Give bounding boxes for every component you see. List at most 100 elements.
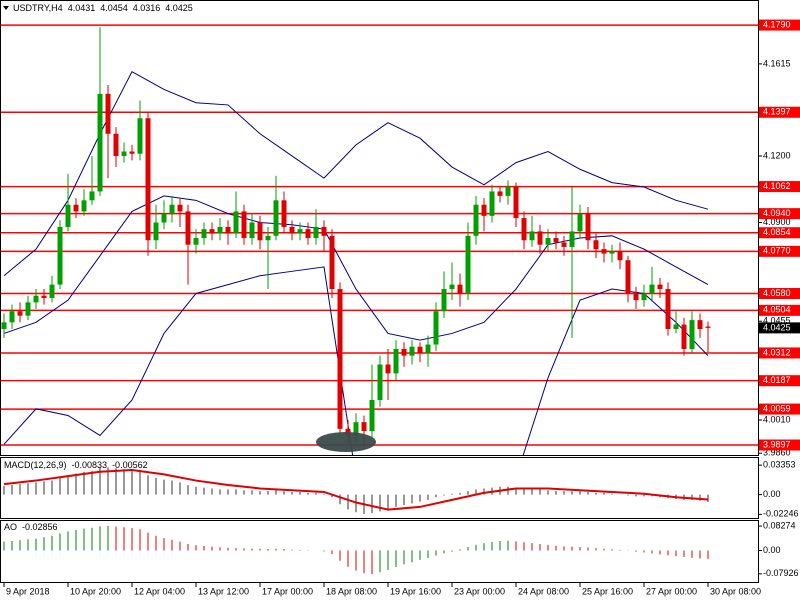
level-label: 4.0770 xyxy=(763,246,791,256)
band-middle xyxy=(3,195,709,341)
y-tick-label: 0.00 xyxy=(763,545,781,555)
level-box xyxy=(759,106,800,118)
candle-body xyxy=(617,251,623,261)
price-panel xyxy=(0,24,758,455)
candle-body xyxy=(601,249,607,254)
macd-frame xyxy=(0,457,759,519)
level-label: 4.0854 xyxy=(763,227,791,237)
candle-body xyxy=(457,284,463,294)
candle-body xyxy=(105,93,111,134)
y-tick-label: 0.03353 xyxy=(763,460,796,470)
candle-body xyxy=(57,226,63,285)
macd-panel xyxy=(3,467,709,514)
level-label: 4.0059 xyxy=(763,403,791,413)
candle-body xyxy=(321,226,327,236)
x-tick-label: 12 Apr 04:00 xyxy=(134,586,185,596)
x-tick-label: 9 Apr 2018 xyxy=(6,586,50,596)
candle-body xyxy=(625,260,631,294)
ohlc-value: 4.0316 xyxy=(133,3,161,13)
candle-body xyxy=(433,311,439,345)
candle-body xyxy=(81,200,87,212)
candle-body xyxy=(9,311,15,323)
candle-body xyxy=(209,229,215,234)
candle-body xyxy=(497,191,503,196)
level-box xyxy=(759,287,800,299)
level-box xyxy=(759,245,800,257)
y-tick-label: 4.0455 xyxy=(763,316,791,326)
ohlc-value: 4.0425 xyxy=(165,3,193,13)
candle-body xyxy=(481,204,487,216)
y-tick-label: -0.07926 xyxy=(763,568,799,578)
candle-body xyxy=(177,204,183,212)
candle-body xyxy=(185,211,191,245)
band-lower xyxy=(3,266,709,455)
candle-body xyxy=(17,311,23,316)
level-box xyxy=(759,227,800,239)
x-tick-label: 30 Apr 08:00 xyxy=(710,586,761,596)
candle-body xyxy=(505,187,511,196)
level-label: 4.0504 xyxy=(763,305,791,315)
candle-body xyxy=(697,320,703,329)
candle-body xyxy=(1,322,7,329)
candle-body xyxy=(553,238,559,243)
candle-body xyxy=(673,324,679,329)
candle-body xyxy=(41,295,47,298)
level-label: 4.0940 xyxy=(763,208,791,218)
candle-body xyxy=(169,204,175,214)
candle-body xyxy=(225,226,231,234)
candle-body xyxy=(681,324,687,349)
candle-body xyxy=(201,229,207,239)
candle-body xyxy=(313,226,319,239)
ao-value: -0.02856 xyxy=(22,522,58,532)
candle-body xyxy=(121,151,127,156)
candle-body xyxy=(513,187,519,219)
candle-body xyxy=(289,226,295,234)
macd-signal xyxy=(3,469,709,511)
candle-body xyxy=(657,284,663,290)
candle-body xyxy=(369,399,375,432)
candle-body xyxy=(129,151,135,154)
y-tick-label: 4.0010 xyxy=(763,414,791,424)
level-box xyxy=(759,375,800,387)
x-tick-label: 17 Apr 00:00 xyxy=(262,586,313,596)
candle-body xyxy=(489,191,495,216)
candle-body xyxy=(401,348,407,356)
candle-body xyxy=(641,293,647,301)
candle-body xyxy=(241,211,247,239)
candle-body xyxy=(609,251,615,254)
candle-body xyxy=(217,226,223,234)
level-label: 4.1397 xyxy=(763,107,791,117)
candle-body xyxy=(49,284,55,298)
candle-body xyxy=(137,118,143,154)
price-box xyxy=(759,322,800,334)
candle-body xyxy=(577,213,583,232)
candle-body xyxy=(665,289,671,329)
candle-body xyxy=(585,213,591,241)
ohlc-value: 4.0454 xyxy=(100,3,128,13)
x-tick-label: 10 Apr 20:00 xyxy=(70,586,121,596)
candle-body xyxy=(257,222,263,241)
candle-body xyxy=(649,284,655,294)
level-box xyxy=(759,304,800,316)
candle-body xyxy=(409,346,415,356)
candle-body xyxy=(377,364,383,400)
candle-body xyxy=(521,218,527,241)
candle-body xyxy=(449,284,455,290)
level-box xyxy=(759,181,800,193)
x-tick-label: 13 Apr 12:00 xyxy=(198,586,249,596)
y-tick-label: 0.00 xyxy=(763,489,781,499)
ao-frame xyxy=(0,520,759,583)
candle-body xyxy=(529,231,535,241)
candle-body xyxy=(161,213,167,223)
menu-triangle xyxy=(3,6,9,10)
candle-body xyxy=(249,222,255,239)
level-label: 4.0580 xyxy=(763,288,791,298)
y-tick-label: 4.1615 xyxy=(763,58,791,68)
x-tick-label: 19 Apr 16:00 xyxy=(390,586,441,596)
candle-body xyxy=(65,204,71,227)
macd-value: -0.00562 xyxy=(112,460,148,470)
candle-body xyxy=(465,235,471,294)
candle-body xyxy=(33,295,39,303)
candle-body xyxy=(593,240,599,250)
